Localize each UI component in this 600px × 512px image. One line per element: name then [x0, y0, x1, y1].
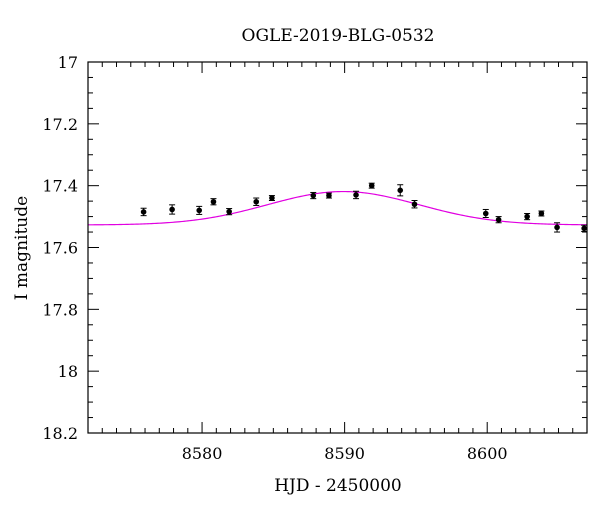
- y-tick-label: 17.4: [42, 177, 78, 196]
- data-point: [524, 212, 531, 221]
- data-point-marker: [253, 198, 260, 205]
- data-point: [554, 222, 561, 233]
- data-point-marker: [397, 187, 404, 194]
- data-point: [538, 210, 545, 217]
- data-point-marker: [353, 192, 359, 198]
- data-point: [253, 197, 260, 206]
- data-points-group: [140, 182, 588, 233]
- x-tick-label: 8590: [324, 444, 365, 463]
- data-point: [353, 190, 360, 200]
- data-point-marker: [554, 224, 560, 231]
- plot-frame: [87, 61, 588, 434]
- data-point-marker: [411, 201, 418, 208]
- chart-title: OGLE-2019-BLG-0532: [242, 26, 435, 46]
- data-point-marker: [226, 208, 232, 215]
- data-point: [411, 200, 418, 209]
- data-point: [268, 195, 275, 202]
- data-point-marker: [196, 207, 203, 214]
- model-curve-group: [87, 190, 588, 226]
- data-point: [581, 224, 588, 232]
- data-point: [310, 191, 317, 200]
- data-point: [368, 182, 375, 189]
- y-tick-label: 17.8: [42, 300, 78, 319]
- y-axis-ticks: 17 17.2 17.4 17.6 17.8 18 18.2: [42, 53, 587, 443]
- data-point: [169, 204, 176, 215]
- x-axis-label: HJD - 2450000: [274, 476, 402, 496]
- data-point-marker: [169, 206, 175, 213]
- x-tick-label: 8580: [182, 444, 223, 463]
- data-point-marker: [524, 213, 530, 220]
- y-tick-label: 17.6: [42, 239, 78, 258]
- data-point: [210, 198, 217, 206]
- y-tick-label: 17: [58, 53, 78, 72]
- data-point-marker: [368, 182, 375, 189]
- data-point-marker: [210, 198, 217, 205]
- data-point: [325, 192, 332, 199]
- data-point-marker: [140, 209, 147, 215]
- data-point: [397, 184, 404, 197]
- data-point-marker: [326, 192, 332, 199]
- y-axis-label: I magnitude: [12, 196, 32, 300]
- data-point-marker: [495, 216, 502, 223]
- data-point: [196, 205, 203, 215]
- data-point-marker: [581, 225, 587, 232]
- data-point: [482, 208, 489, 219]
- data-point: [226, 208, 233, 216]
- model-curve: [87, 190, 588, 226]
- data-point-marker: [538, 210, 545, 217]
- data-point-marker: [310, 192, 317, 199]
- data-point: [140, 207, 147, 217]
- y-tick-label: 18: [58, 362, 78, 381]
- y-tick-label: 18.2: [42, 424, 78, 443]
- y-tick-label: 17.2: [42, 115, 78, 134]
- x-axis-ticks: 8580 8590 8600: [87, 62, 588, 463]
- data-point-marker: [269, 195, 275, 201]
- data-point-marker: [482, 210, 489, 217]
- data-point: [495, 216, 502, 224]
- x-tick-label: 8600: [467, 444, 508, 463]
